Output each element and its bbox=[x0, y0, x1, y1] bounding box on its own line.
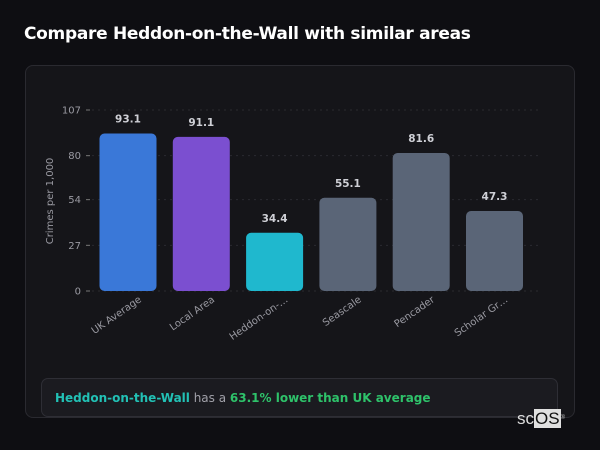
bar-value-label: 91.1 bbox=[188, 117, 214, 129]
bar bbox=[392, 152, 450, 291]
x-tick-label: Seascale bbox=[321, 294, 364, 328]
bar bbox=[99, 133, 157, 291]
bar-value-label: 34.4 bbox=[262, 213, 288, 225]
page-title: Compare Heddon-on-the-Wall with similar … bbox=[24, 24, 471, 44]
y-tick-label: 27 bbox=[68, 241, 81, 252]
bar bbox=[246, 232, 304, 291]
bar bbox=[466, 210, 523, 291]
summary-place: Heddon-on-the-Wall bbox=[55, 391, 190, 405]
x-tick-label: UK Average bbox=[90, 294, 144, 336]
x-tick-label: Pencader bbox=[393, 294, 438, 330]
bar bbox=[319, 197, 377, 291]
y-tick-label: 80 bbox=[68, 151, 81, 162]
x-tick-label: Heddon-on-… bbox=[228, 294, 291, 342]
bar-value-label: 55.1 bbox=[335, 178, 361, 190]
y-tick-label: 0 bbox=[75, 287, 81, 298]
x-tick-label: Scholar Gr… bbox=[453, 294, 510, 339]
bar bbox=[172, 136, 230, 291]
bar-value-label: 47.3 bbox=[482, 191, 508, 203]
bar-value-label: 93.1 bbox=[115, 114, 141, 126]
summary-box: Heddon-on-the-Wall has a 63.1% lower tha… bbox=[41, 378, 558, 417]
summary-middle: has a bbox=[189, 391, 230, 405]
y-tick-label: 107 bbox=[62, 106, 81, 117]
summary-delta: 63.1% lower than UK average bbox=[229, 391, 431, 405]
y-tick-label: 54 bbox=[68, 195, 81, 206]
bar-value-label: 81.6 bbox=[408, 133, 434, 145]
x-tick-label: Local Area bbox=[168, 294, 217, 333]
y-axis-label: Crimes per 1,000 bbox=[45, 158, 56, 245]
scos-logo: scOS® bbox=[517, 409, 565, 428]
